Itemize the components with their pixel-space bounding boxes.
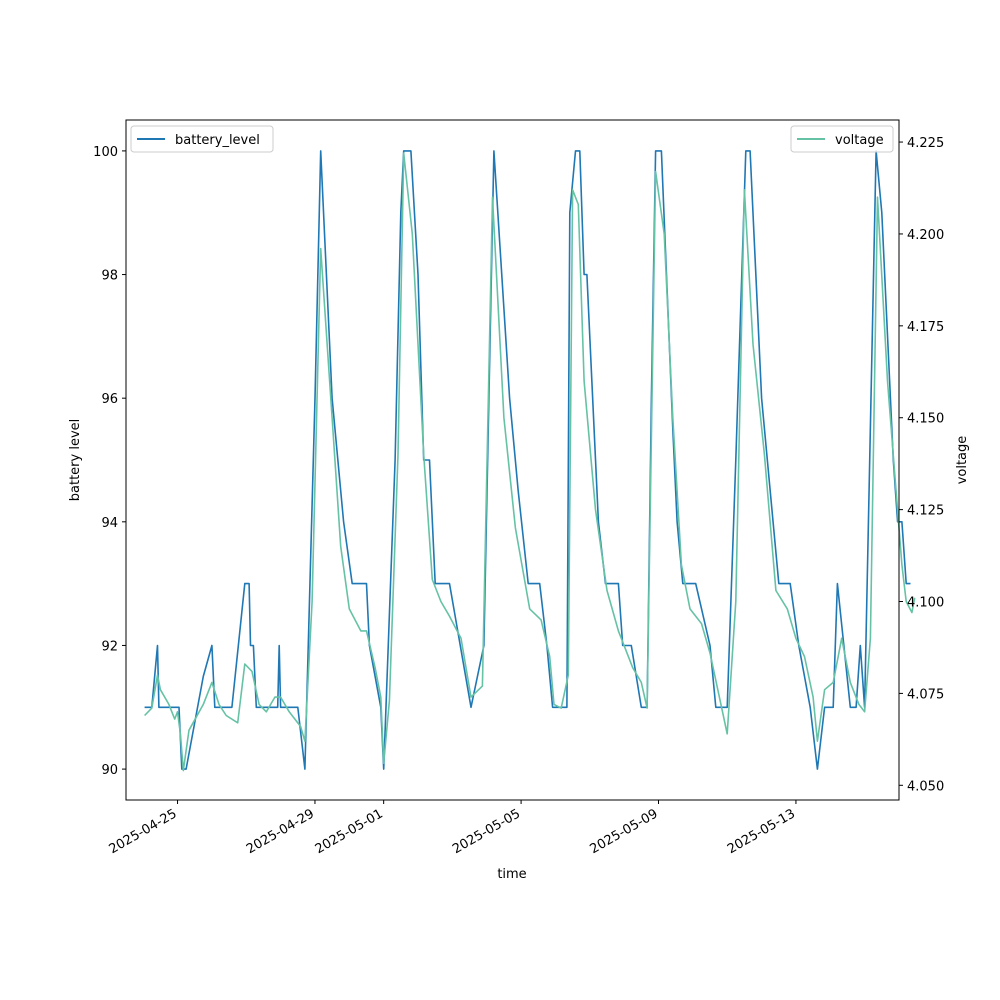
y-left-tick-label: 90 bbox=[101, 763, 118, 778]
legend-label: battery_level bbox=[175, 133, 260, 148]
series-line-battery-level bbox=[144, 150, 911, 770]
y-right-tick-label: 4.150 bbox=[907, 412, 944, 427]
y-left-tick-label: 94 bbox=[101, 516, 118, 531]
legend-box bbox=[130, 125, 274, 153]
y-right-tick-label: 4.175 bbox=[907, 320, 944, 335]
x-axis-label: time bbox=[497, 867, 526, 882]
y-axis-label-right: voltage bbox=[955, 436, 970, 485]
y-right-tick-label: 4.100 bbox=[907, 596, 944, 611]
y-right-tick-label: 4.225 bbox=[907, 136, 944, 151]
y-right-tick-label: 4.200 bbox=[907, 228, 944, 243]
y-axis-label-left: battery level bbox=[68, 419, 83, 502]
y-left-tick-label: 98 bbox=[101, 269, 118, 284]
y-right-tick-label: 4.075 bbox=[907, 687, 944, 702]
y-left-tick-label: 100 bbox=[93, 145, 118, 160]
legend-box bbox=[790, 125, 894, 153]
legend-battery-level: battery_level bbox=[130, 125, 274, 153]
legend-voltage: voltage bbox=[790, 125, 894, 153]
axis-labels: time battery level voltage bbox=[68, 419, 970, 882]
series-line-voltage bbox=[144, 152, 916, 772]
y-left-tick-label: 92 bbox=[101, 639, 118, 654]
legends: battery_level voltage bbox=[130, 125, 894, 153]
plot-frame bbox=[125, 119, 900, 801]
y-right-tick-label: 4.125 bbox=[907, 504, 944, 519]
legend-label: voltage bbox=[835, 133, 884, 148]
y-right-tick-label: 4.050 bbox=[907, 779, 944, 794]
plot-area bbox=[144, 150, 916, 772]
y-left-tick-label: 96 bbox=[101, 392, 118, 407]
